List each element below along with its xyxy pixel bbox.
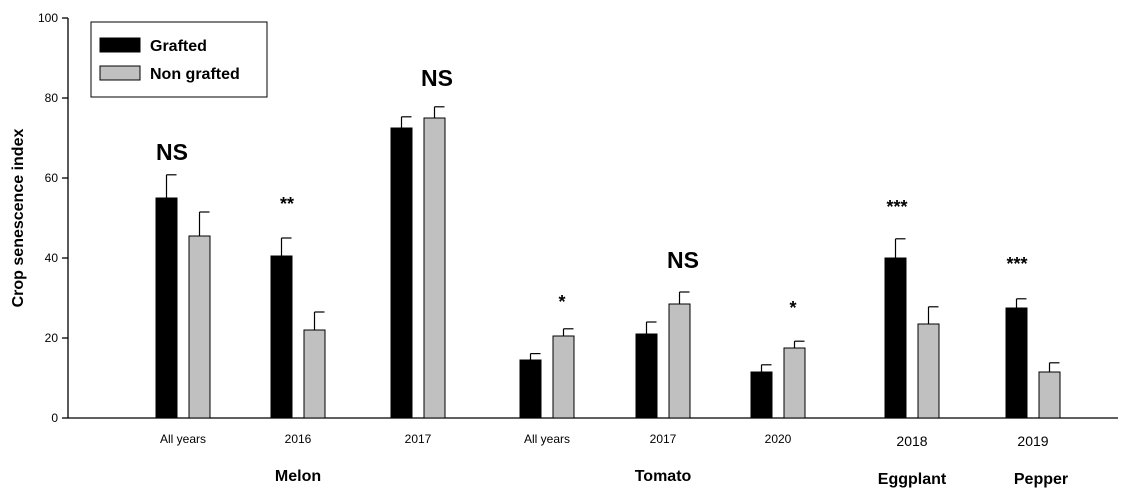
bar-grafted <box>155 197 178 419</box>
significance-labels: NS**NS*NS******* <box>156 65 1027 318</box>
bar-grafted <box>270 255 293 419</box>
bar-non-grafted <box>1038 371 1061 419</box>
group-label: Pepper <box>1014 471 1068 488</box>
x-tick-label: All years <box>524 432 570 446</box>
bar-grafted <box>519 359 542 419</box>
bar-non-grafted <box>552 335 575 419</box>
y-ticks: 0 20 40 60 80 100 <box>38 11 68 425</box>
bars <box>155 117 1061 419</box>
legend-label-non-grafted: Non grafted <box>150 66 240 83</box>
legend-swatch-grafted <box>99 37 141 53</box>
error-bars <box>165 106 1060 372</box>
legend: Grafted Non grafted <box>90 21 268 98</box>
bar-non-grafted <box>668 303 691 419</box>
axes <box>67 18 1118 419</box>
significance-label: NS <box>667 247 699 273</box>
group-label: Tomato <box>635 468 692 485</box>
bar-grafted <box>1005 307 1028 419</box>
y-tick-label: 60 <box>45 171 59 185</box>
group-labels: Melon Tomato Eggplant Pepper <box>275 468 1068 488</box>
significance-label: * <box>789 298 796 318</box>
bar-non-grafted <box>423 117 446 419</box>
bar-non-grafted <box>188 235 211 419</box>
group-label: Melon <box>275 468 321 485</box>
y-tick-label: 20 <box>45 331 59 345</box>
bar-non-grafted <box>783 347 806 419</box>
x-tick-label: All years <box>160 432 206 446</box>
y-tick-label: 0 <box>51 411 58 425</box>
significance-label: * <box>558 292 565 312</box>
x-tick-label: 2017 <box>405 432 432 446</box>
x-tick-label: 2019 <box>1017 433 1048 449</box>
x-tick-label: 2016 <box>285 432 312 446</box>
bar-non-grafted <box>303 329 326 419</box>
category-labels: All years 2016 2017 All years 2017 2020 2018 20… <box>160 432 1049 449</box>
group-label: Eggplant <box>878 471 947 488</box>
bar-non-grafted <box>917 323 940 419</box>
significance-label: *** <box>886 197 907 217</box>
legend-label-grafted: Grafted <box>150 38 207 55</box>
significance-label: *** <box>1006 254 1027 274</box>
bar-grafted <box>750 371 773 419</box>
x-tick-label: 2017 <box>650 432 677 446</box>
significance-label: NS <box>421 65 453 91</box>
legend-swatch-non-grafted <box>99 65 141 81</box>
bar-grafted <box>884 257 907 419</box>
y-tick-label: 100 <box>38 11 58 25</box>
y-axis-label: Crop senescence index <box>10 129 27 308</box>
legend-box <box>90 21 268 98</box>
x-tick-label: 2020 <box>765 432 792 446</box>
bar-grafted <box>390 127 413 419</box>
y-tick-label: 80 <box>45 91 59 105</box>
y-tick-label: 40 <box>45 251 59 265</box>
significance-label: ** <box>280 194 294 214</box>
significance-label: NS <box>156 139 188 165</box>
x-tick-label: 2018 <box>896 433 927 449</box>
bar-grafted <box>635 333 658 419</box>
